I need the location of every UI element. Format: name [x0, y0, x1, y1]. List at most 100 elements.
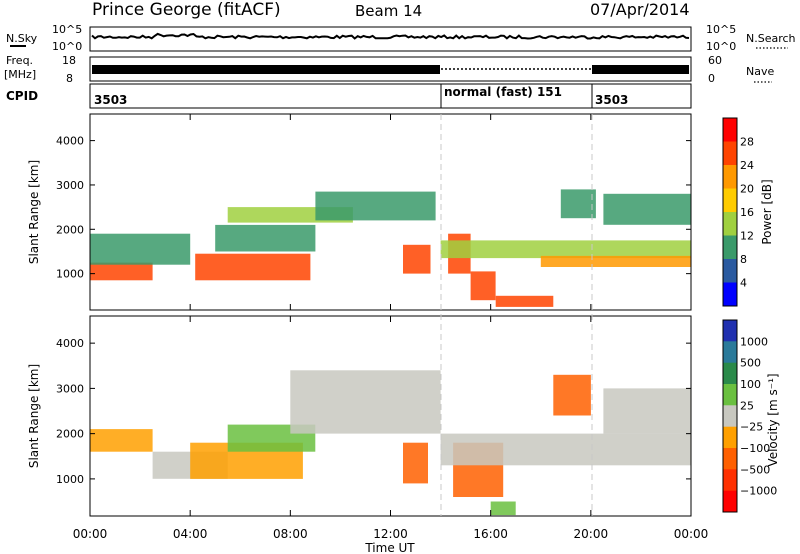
x-tick-label: 16:00: [473, 527, 508, 541]
y-tick-label: 1000: [56, 268, 84, 281]
colorbar-tick-label: −1000: [740, 485, 777, 498]
velocity-echo-region: [290, 370, 441, 434]
power-heatmap: [90, 189, 692, 307]
colorbar-swatch: [723, 235, 737, 260]
x-tick-label: 12:00: [373, 527, 408, 541]
power-y-axis: 1000 2000 3000 4000: [56, 135, 691, 281]
nsearch-tick-top: 10^5: [706, 23, 736, 36]
colorbar-frame: [722, 319, 738, 513]
y-tick-label: 3000: [56, 382, 84, 395]
freq-bar-segment-1: [92, 65, 440, 74]
velocity-colorbar-label: Velocity [m s⁻¹]: [766, 373, 780, 466]
cpid-panel-frame: [89, 83, 692, 109]
cpid-segment-1: 3503: [94, 93, 127, 107]
colorbar-swatch: [723, 165, 737, 189]
power-echo-region: [603, 193, 691, 225]
colorbar-tick-label: −100: [740, 442, 770, 455]
freq-tick-top: 18: [62, 54, 76, 67]
freq-unit-label: [MHz]: [4, 68, 36, 81]
power-echo-region: [90, 262, 153, 281]
power-y-label: Slant Range [km]: [27, 160, 41, 264]
x-tick-label: 04:00: [173, 527, 208, 541]
power-echo-region: [470, 271, 496, 301]
freq-panel-frame: [89, 56, 692, 82]
cpid-segment-2: normal (fast) 151: [444, 85, 562, 99]
cpid-label: CPID: [6, 89, 38, 103]
y-tick-label: 2000: [56, 428, 84, 441]
nsky-panel-frame: [89, 26, 692, 52]
x-tick-label: 00:00: [674, 527, 709, 541]
colorbar-tick-label: −500: [740, 463, 770, 476]
colorbar-swatch: [723, 384, 737, 406]
colorbar-swatch: [723, 362, 737, 385]
velocity-echo-region: [490, 501, 516, 516]
power-echo-region: [495, 295, 554, 307]
velocity-y-axis: 1000 2000 3000 4000: [56, 337, 691, 486]
x-axis-label: Time UT: [364, 541, 415, 554]
nsearch-label: N.Search: [746, 32, 796, 45]
y-tick-label: 3000: [56, 179, 84, 192]
colorbar-swatch: [723, 188, 737, 213]
y-tick-label: 1000: [56, 473, 84, 486]
freq-bar-segment-3: [592, 65, 689, 74]
power-echo-region: [403, 244, 431, 274]
colorbar-tick-label: −25: [740, 421, 763, 434]
colorbar-tick-label: 28: [740, 136, 754, 149]
velocity-echo-region: [90, 429, 153, 452]
colorbar-tick-label: 25: [740, 399, 754, 412]
freq-tick-bottom: 8: [66, 72, 73, 85]
nave-tick-bottom: 0: [708, 72, 715, 85]
x-tick-label: 00:00: [73, 527, 108, 541]
velocity-echo-region: [553, 374, 591, 416]
colorbar-swatch: [723, 320, 737, 342]
station-title: Prince George (fitACF): [92, 0, 281, 20]
power-echo-region: [215, 224, 316, 252]
power-echo-region: [90, 233, 191, 265]
colorbar-tick-label: 4: [740, 277, 747, 290]
colorbar-tick-label: 1000: [740, 335, 768, 348]
velocity-heatmap: [90, 370, 691, 516]
nsearch-tick-bottom: 10^0: [706, 40, 736, 53]
colorbar-tick-label: 24: [740, 159, 754, 172]
colorbar-swatch: [723, 490, 737, 513]
colorbar-swatch: [723, 448, 737, 470]
velocity-colorbar: 1000 500 100 25 −25 −100 −500 −1000: [722, 319, 777, 513]
colorbar-swatch: [723, 282, 737, 307]
power-echo-region: [315, 191, 436, 221]
y-tick-label: 4000: [56, 135, 84, 148]
nsky-label: N.Sky: [6, 32, 38, 45]
velocity-echo-region: [603, 388, 691, 434]
colorbar-tick-label: 12: [740, 230, 754, 243]
velocity-echo-region: [403, 442, 428, 484]
velocity-y-label: Slant Range [km]: [27, 364, 41, 468]
power-colorbar-label: Power [dB]: [760, 179, 774, 244]
nave-label: Nave: [746, 65, 774, 78]
nave-tick-top: 60: [708, 54, 722, 67]
colorbar-swatch: [723, 469, 737, 492]
nsky-trace: [91, 32, 690, 40]
power-colorbar: 28 24 20 16 12 8 4: [722, 117, 754, 307]
velocity-echo-region: [440, 433, 691, 466]
y-tick-label: 2000: [56, 223, 84, 236]
power-echo-region: [195, 253, 311, 281]
power-echo-region: [440, 240, 691, 259]
colorbar-swatch: [723, 405, 737, 428]
colorbar-swatch: [723, 141, 737, 166]
beam-title: Beam 14: [355, 2, 422, 20]
cpid-segment-3: 3503: [595, 93, 628, 107]
freq-label: Freq.: [6, 54, 33, 67]
x-tick-label: 08:00: [273, 527, 308, 541]
y-tick-label: 4000: [56, 337, 84, 350]
colorbar-swatch: [723, 212, 737, 236]
date-title: 07/Apr/2014: [590, 0, 690, 19]
colorbar-swatch: [723, 259, 737, 283]
colorbar-swatch: [723, 118, 737, 142]
x-tick-label: 20:00: [574, 527, 609, 541]
colorbar-swatch: [723, 426, 737, 449]
nsky-tick-top: 10^5: [52, 23, 82, 36]
nsky-tick-bottom: 10^0: [52, 40, 82, 53]
colorbar-tick-label: 100: [740, 378, 761, 391]
colorbar-tick-label: 8: [740, 253, 747, 266]
colorbar-tick-label: 20: [740, 183, 754, 196]
